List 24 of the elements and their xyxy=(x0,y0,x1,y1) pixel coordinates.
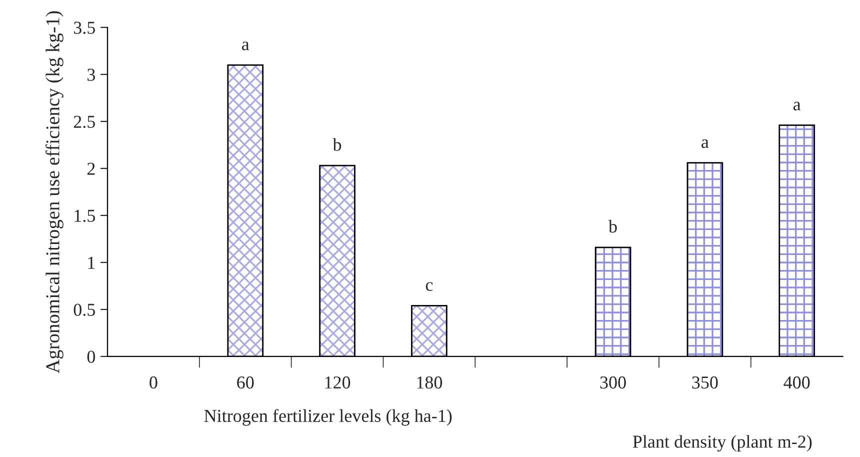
x-tick-label: 350 xyxy=(692,376,718,389)
x-tick-label: 400 xyxy=(784,376,810,389)
y-tick-label: 2.5 xyxy=(74,116,95,128)
y-tick-label: 2 xyxy=(87,162,95,175)
annotation: a xyxy=(702,139,709,148)
x-tick-label: 60 xyxy=(237,376,254,389)
x-tick-label: 300 xyxy=(600,376,626,389)
y-tick-label: 1 xyxy=(88,256,95,269)
annotation: a xyxy=(793,102,801,110)
y-tick-label: 0 xyxy=(87,350,96,363)
text: Plant density (plant m-2) xyxy=(632,435,812,452)
y-tick-label: 3 xyxy=(88,68,95,81)
annotation: b xyxy=(332,138,342,151)
annotation: b xyxy=(608,220,617,233)
y-tick-label: 0.5 xyxy=(74,304,95,316)
y-axis-title: Agronomical nitrogen use efficiency (kg kg-1) xyxy=(45,11,64,374)
annotation: c xyxy=(426,282,433,291)
annotation: a xyxy=(242,42,250,50)
x-axis-title: Nitrogen fertilizer levels (kg ha-1) xyxy=(204,409,452,426)
x-tick-label: 0 xyxy=(150,376,158,389)
x-tick-label: 120 xyxy=(325,376,350,389)
y-tick-label: 3.5 xyxy=(74,22,95,34)
y-tick-label: 1.5 xyxy=(74,210,95,222)
x-tick-label: 180 xyxy=(417,376,442,389)
